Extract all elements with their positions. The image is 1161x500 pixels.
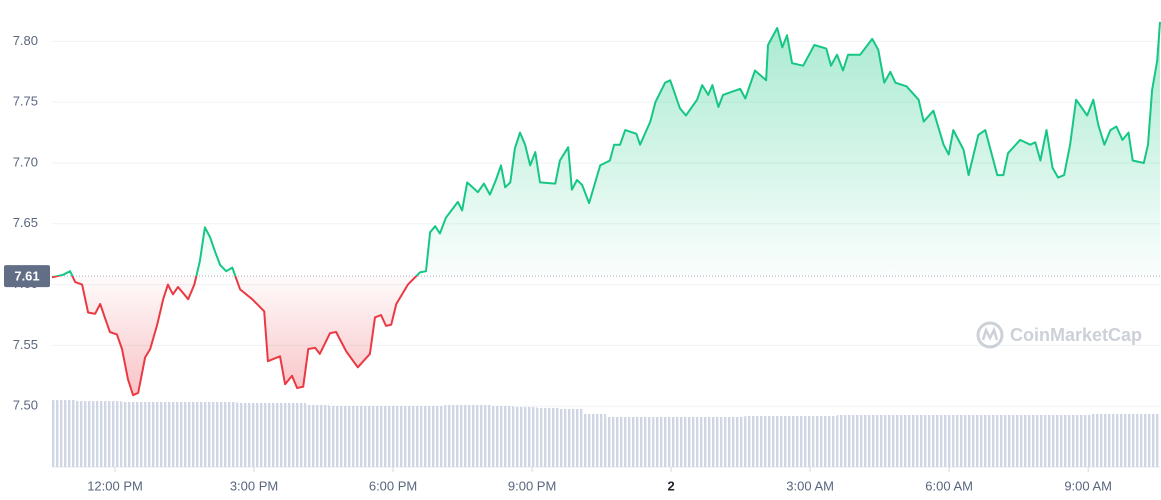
volume-bar (167, 402, 191, 467)
area (52, 21, 1160, 396)
volume-bar (813, 416, 837, 467)
volume-bar (767, 416, 791, 467)
x-tick-label: 9:00 PM (508, 478, 556, 493)
volume-bar (536, 408, 560, 467)
x-tick-label: 9:00 AM (1064, 478, 1112, 493)
y-tick-label: 7.75 (13, 94, 38, 109)
volume-bar (606, 417, 630, 467)
volume-bar (859, 415, 883, 467)
volume-bar (744, 416, 768, 467)
watermark-logo (976, 321, 1004, 349)
baseline-label: 7.61 (14, 269, 39, 284)
volume-bar (490, 406, 514, 467)
volume-bar (444, 405, 468, 467)
volume-bar (1090, 414, 1114, 467)
volume-bar (1136, 414, 1160, 467)
y-tick-label: 7.50 (13, 398, 38, 413)
volume-bar (883, 415, 907, 467)
price-line (51, 21, 1161, 397)
volume-bar (1044, 415, 1068, 467)
volume-bar (352, 406, 376, 467)
price-line (51, 21, 1161, 397)
volume-bar (675, 417, 699, 467)
volume-bar (1067, 415, 1091, 467)
x-tick-label: 2 (667, 478, 674, 493)
volume-bar (559, 409, 583, 467)
volume-bar (398, 406, 422, 467)
x-tick-label: 3:00 PM (230, 478, 278, 493)
volume-bar (582, 414, 606, 467)
volume-bar (259, 403, 283, 467)
watermark: CoinMarketCap (976, 321, 1142, 349)
y-tick-label: 7.65 (13, 215, 38, 230)
volume-bar (236, 403, 260, 467)
watermark-logo-m (981, 326, 999, 341)
volume-bar (467, 405, 491, 467)
volume-bar (721, 417, 745, 467)
y-tick-label: 7.80 (13, 33, 38, 48)
volume-bar (421, 406, 445, 467)
y-tick-label: 7.70 (13, 154, 38, 169)
volume-bar (75, 401, 99, 467)
volume-bar (629, 417, 653, 467)
volume-bar (652, 417, 676, 467)
volume-bar (52, 400, 76, 467)
volume-bar (1113, 414, 1137, 467)
volume-bar (836, 415, 860, 467)
volume-bar (998, 415, 1022, 467)
volume-bar (329, 406, 353, 467)
volume-bar (282, 403, 306, 467)
volume-bar (698, 417, 722, 467)
volume-bar (929, 415, 953, 467)
volume-bars (52, 400, 1160, 467)
volume-bar (121, 402, 145, 467)
x-tick-label: 12:00 PM (87, 478, 143, 493)
volume-bar (790, 416, 814, 467)
x-tick-label: 6:00 PM (369, 478, 417, 493)
volume-bar (513, 407, 537, 467)
volume-bar (375, 406, 399, 467)
volume-bar (1021, 415, 1045, 467)
volume-bar (213, 402, 237, 467)
volume-bar (975, 415, 999, 467)
volume-bar (952, 415, 976, 467)
x-tick-label: 6:00 AM (925, 478, 973, 493)
volume-bar (305, 405, 329, 467)
volume-bar (98, 401, 122, 467)
x-tick-label: 3:00 AM (786, 478, 834, 493)
y-tick-label: 7.55 (13, 337, 38, 352)
volume-bar (906, 415, 930, 467)
baseline-badge (4, 265, 50, 288)
volume-bar (190, 402, 214, 467)
watermark-text: CoinMarketCap (1010, 325, 1142, 345)
volume-bar (144, 402, 168, 467)
